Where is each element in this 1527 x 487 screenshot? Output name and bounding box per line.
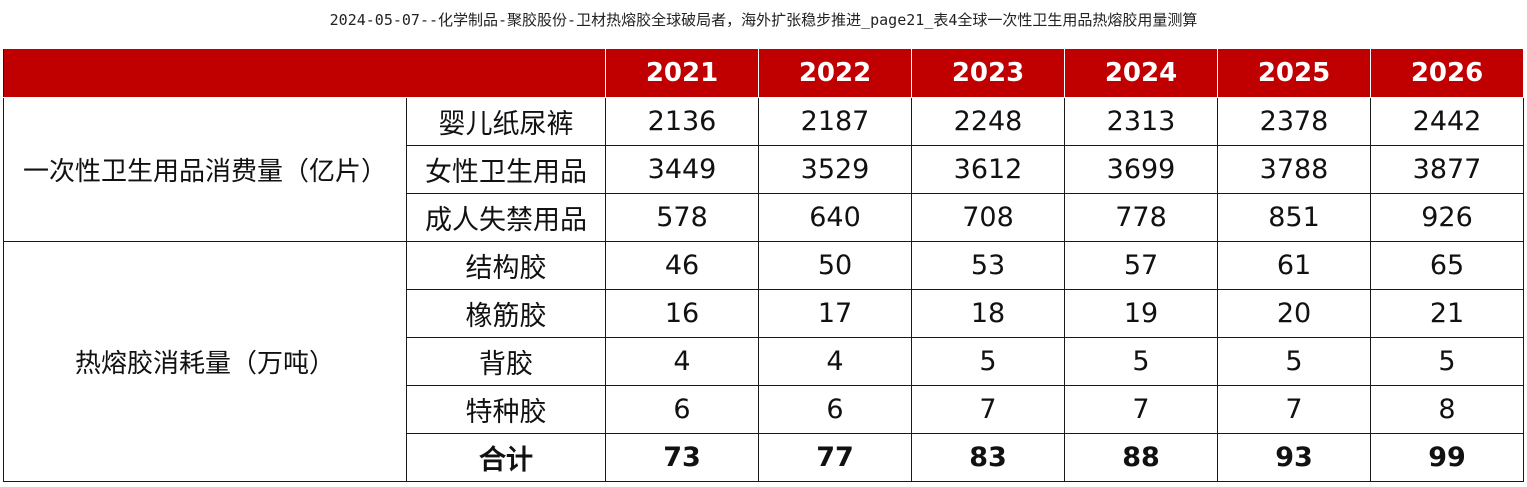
table-cell: 8 — [1370, 385, 1524, 434]
table-cell: 2378 — [1217, 97, 1371, 146]
row-label: 婴儿纸尿裤 — [406, 97, 606, 146]
total-cell: 73 — [605, 433, 759, 482]
hot-melt-adhesive-table: 2021 2022 2023 2024 2025 2026 一次性卫生用品消费量… — [3, 48, 1524, 482]
table-cell: 2248 — [911, 97, 1065, 146]
year-header: 2025 — [1217, 48, 1371, 98]
total-cell: 99 — [1370, 433, 1524, 482]
table-cell: 3449 — [605, 145, 759, 194]
group-label-consumption: 一次性卫生用品消费量（亿片） — [3, 97, 407, 242]
table-cell: 5 — [1217, 337, 1371, 386]
table-cell: 6 — [758, 385, 912, 434]
table-cell: 7 — [911, 385, 1065, 434]
table-cell: 46 — [605, 241, 759, 290]
row-label: 女性卫生用品 — [406, 145, 606, 194]
row-label: 橡筋胶 — [406, 289, 606, 338]
table-cell: 61 — [1217, 241, 1371, 290]
table-cell: 2136 — [605, 97, 759, 146]
table-cell: 5 — [1370, 337, 1524, 386]
table-cell: 4 — [605, 337, 759, 386]
table-cell: 3612 — [911, 145, 1065, 194]
header-row: 2021 2022 2023 2024 2025 2026 — [3, 48, 1524, 98]
document-caption: 2024-05-07--化学制品-聚胶股份-卫材热熔胶全球破局者，海外扩张稳步推… — [329, 11, 1198, 29]
table-row: 热熔胶消耗量（万吨） 结构胶 46 50 53 57 61 65 — [3, 241, 1524, 482]
row-label: 特种胶 — [406, 385, 606, 434]
year-header: 2026 — [1370, 48, 1524, 98]
year-header: 2023 — [911, 48, 1065, 98]
total-cell: 93 — [1217, 433, 1371, 482]
table-row: 成人失禁用品 578 640 708 778 851 926 — [4, 193, 1524, 242]
year-header: 2021 — [605, 48, 759, 98]
row-label: 背胶 — [406, 337, 606, 386]
table-cell: 20 — [1217, 289, 1371, 338]
table-row: 橡筋胶 16 17 18 19 20 21 — [4, 289, 1524, 338]
table-row: 特种胶 6 6 7 7 7 8 — [4, 385, 1524, 434]
table-cell: 18 — [911, 289, 1065, 338]
table-cell: 3529 — [758, 145, 912, 194]
table-cell: 708 — [911, 193, 1065, 242]
table-cell: 4 — [758, 337, 912, 386]
table-cell: 640 — [758, 193, 912, 242]
row-label: 成人失禁用品 — [406, 193, 606, 242]
table-row: 一次性卫生用品消费量（亿片） 婴儿纸尿裤 2136 2187 2248 2313… — [3, 97, 1524, 242]
table-cell: 7 — [1064, 385, 1218, 434]
total-cell: 77 — [758, 433, 912, 482]
table-cell: 65 — [1370, 241, 1524, 290]
table-cell: 2442 — [1370, 97, 1524, 146]
table-cell: 3699 — [1064, 145, 1218, 194]
table-cell: 19 — [1064, 289, 1218, 338]
row-label: 结构胶 — [406, 241, 606, 290]
table-cell: 7 — [1217, 385, 1371, 434]
group-label-adhesive: 热熔胶消耗量（万吨） — [3, 241, 407, 482]
table-cell: 53 — [911, 241, 1065, 290]
table-cell: 21 — [1370, 289, 1524, 338]
header-blank-cell — [3, 48, 606, 98]
table-cell: 6 — [605, 385, 759, 434]
total-cell: 83 — [911, 433, 1065, 482]
year-header: 2022 — [758, 48, 912, 98]
table-cell: 926 — [1370, 193, 1524, 242]
table-cell: 16 — [605, 289, 759, 338]
table-cell: 5 — [911, 337, 1065, 386]
table-cell: 3788 — [1217, 145, 1371, 194]
table-cell: 578 — [605, 193, 759, 242]
table-cell: 17 — [758, 289, 912, 338]
row-label: 合计 — [406, 433, 606, 482]
table-cell: 851 — [1217, 193, 1371, 242]
total-row: 合计 73 77 83 88 93 99 — [4, 433, 1524, 482]
table-cell: 2313 — [1064, 97, 1218, 146]
table-cell: 50 — [758, 241, 912, 290]
table-row: 背胶 4 4 5 5 5 5 — [4, 337, 1524, 386]
year-header: 2024 — [1064, 48, 1218, 98]
table-cell: 5 — [1064, 337, 1218, 386]
table-cell: 57 — [1064, 241, 1218, 290]
table-cell: 778 — [1064, 193, 1218, 242]
total-cell: 88 — [1064, 433, 1218, 482]
table-cell: 2187 — [758, 97, 912, 146]
table-cell: 3877 — [1370, 145, 1524, 194]
